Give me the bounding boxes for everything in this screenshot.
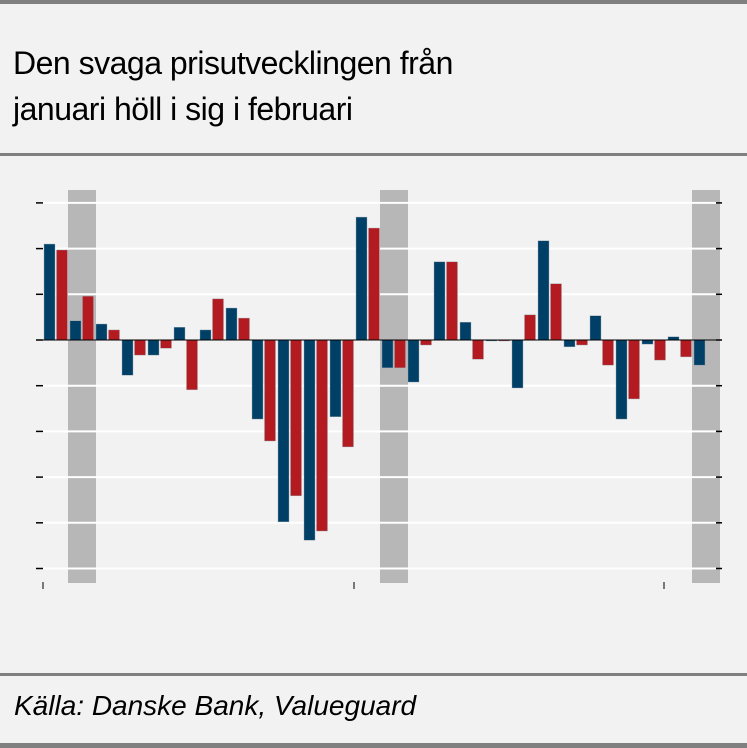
bar-series-1 bbox=[641, 339, 654, 345]
title-line-1: Den svaga prisutvecklingen från bbox=[13, 45, 453, 81]
bar-series-2 bbox=[446, 261, 458, 341]
bar-series-1 bbox=[381, 339, 394, 369]
bar-series-2 bbox=[368, 227, 380, 341]
bar-series-2 bbox=[472, 339, 484, 360]
bar-series-2 bbox=[680, 339, 692, 358]
bar-series-2 bbox=[550, 283, 562, 341]
source-note: Källa: Danske Bank, Valueguard bbox=[14, 690, 417, 721]
chart-title: Den svaga prisutvecklingen från januari … bbox=[13, 40, 453, 132]
bar-series-2 bbox=[108, 329, 120, 341]
bar-series-1 bbox=[69, 320, 82, 341]
bar-series-2 bbox=[420, 339, 432, 346]
bar-series-2 bbox=[628, 339, 640, 400]
bar-series-1 bbox=[147, 339, 160, 356]
bar-series-1 bbox=[173, 327, 186, 341]
bar-series-1 bbox=[277, 339, 290, 523]
bottom-border bbox=[0, 743, 747, 748]
bar-series-2 bbox=[524, 314, 536, 341]
bar-series-1 bbox=[199, 329, 212, 341]
bar-series-2 bbox=[134, 339, 146, 356]
bar-series-2 bbox=[238, 317, 250, 341]
bar-series-2 bbox=[654, 339, 666, 361]
bar-series-2 bbox=[342, 339, 354, 448]
bar-series-2 bbox=[602, 339, 614, 366]
bar-series-1 bbox=[355, 216, 368, 341]
top-border bbox=[0, 0, 747, 4]
bar-series-2 bbox=[82, 295, 94, 341]
bar-series-1 bbox=[563, 339, 576, 348]
bar-series-1 bbox=[589, 315, 602, 341]
bar-series-1 bbox=[225, 307, 238, 341]
bar-series-1 bbox=[95, 323, 108, 341]
bar-series-1 bbox=[407, 339, 420, 383]
bar-series-2 bbox=[264, 339, 276, 442]
source-separator bbox=[0, 673, 747, 676]
bar-series-1 bbox=[615, 339, 628, 420]
bar-series-2 bbox=[160, 339, 172, 349]
bar-series-1 bbox=[693, 339, 706, 366]
bar-series-2 bbox=[212, 298, 224, 341]
bar-series-1 bbox=[329, 339, 342, 417]
bar-series-1 bbox=[459, 321, 472, 341]
bar-series-2 bbox=[576, 339, 588, 346]
bar-series-1 bbox=[251, 339, 264, 420]
bar-series-2 bbox=[316, 339, 328, 532]
title-line-2: januari höll i sig i februari bbox=[13, 91, 353, 127]
bar-series-2 bbox=[186, 339, 198, 391]
bar-series-1 bbox=[303, 339, 316, 541]
bar-series-2 bbox=[394, 339, 406, 369]
bar-series-1 bbox=[43, 243, 56, 341]
bar-series-1 bbox=[511, 339, 524, 389]
bar-chart bbox=[36, 190, 722, 589]
title-separator bbox=[0, 153, 747, 156]
bar-series-1 bbox=[537, 240, 550, 341]
bar-series-1 bbox=[121, 339, 134, 376]
bar-series-1 bbox=[433, 261, 446, 341]
bar-series-2 bbox=[56, 249, 68, 341]
bar-series-2 bbox=[290, 339, 302, 497]
